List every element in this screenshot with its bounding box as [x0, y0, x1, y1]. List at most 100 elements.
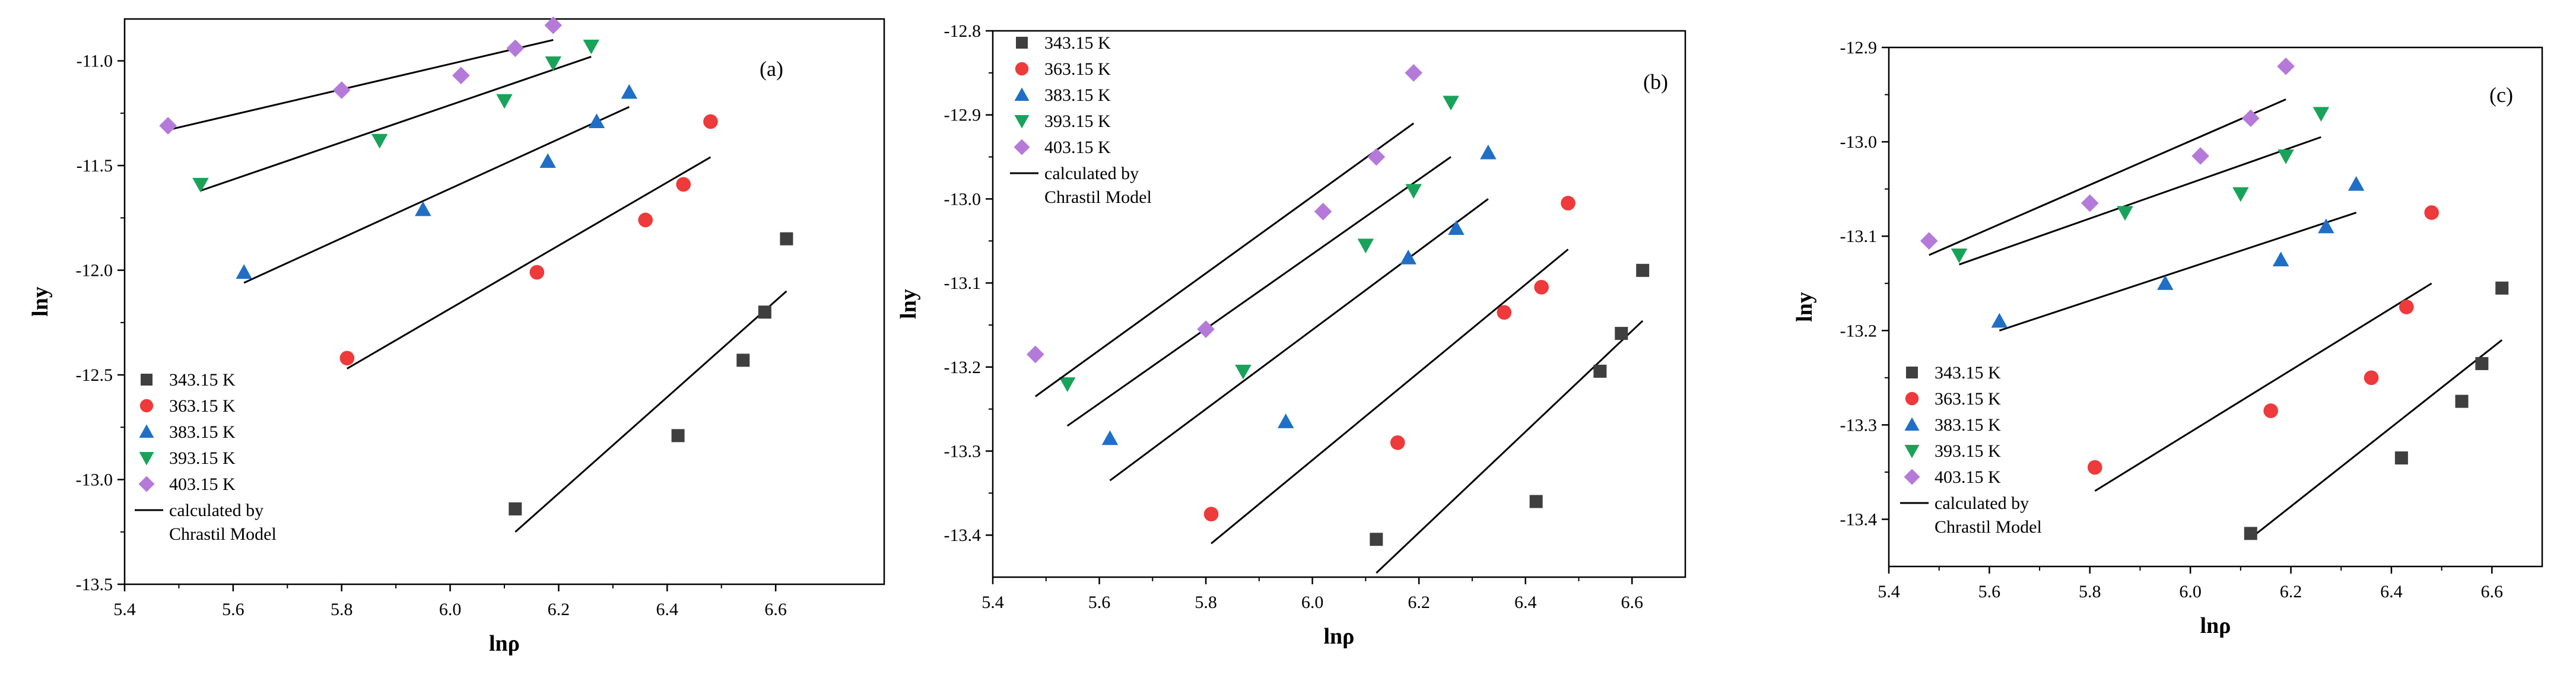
- data-point: [2117, 206, 2133, 221]
- data-point: [1991, 313, 2008, 328]
- y-tick-label: -11.0: [77, 52, 113, 71]
- data-point: [1951, 249, 1968, 263]
- x-tick-label: 6.2: [2280, 582, 2302, 601]
- legend-entry: 393.15 K: [1044, 112, 1111, 131]
- data-point: [2278, 149, 2294, 164]
- legend-marker: [1904, 445, 1920, 459]
- series-363-15-k: [1203, 196, 1576, 545]
- x-tick-label: 6.2: [1408, 593, 1430, 612]
- data-point: [544, 16, 563, 34]
- data-point: [452, 66, 470, 85]
- x-tick-label: 5.4: [1878, 582, 1900, 601]
- y-tick-label: -13.1: [944, 273, 982, 293]
- x-tick-label: 6.0: [2179, 582, 2202, 601]
- series-403-15-k: [159, 16, 563, 135]
- data-point: [736, 354, 750, 367]
- data-point: [2313, 107, 2330, 122]
- x-axis-label: lnρ: [2200, 613, 2231, 638]
- data-point: [332, 81, 351, 99]
- data-point: [1059, 377, 1076, 392]
- series-393-15-k: [192, 39, 600, 193]
- legend-marker: [139, 452, 154, 466]
- data-point: [1405, 63, 1423, 82]
- y-tick-label: -12.5: [76, 365, 113, 385]
- data-point: [2087, 460, 2102, 475]
- data-point: [1480, 144, 1497, 160]
- fit-line: [1999, 211, 2357, 332]
- data-point: [496, 94, 513, 109]
- data-point: [2399, 300, 2414, 314]
- legend-entry: 363.15 K: [169, 396, 236, 416]
- data-point: [1390, 435, 1405, 450]
- series-403-15-k: [1026, 63, 1423, 397]
- data-point: [588, 113, 605, 128]
- legend-entry: 343.15 K: [1935, 363, 2001, 383]
- data-point: [2318, 218, 2334, 234]
- fit-line: [1109, 198, 1489, 482]
- fit-line: [514, 290, 787, 533]
- x-axis-label: lnρ: [1323, 624, 1354, 649]
- fit-line: [2094, 282, 2432, 492]
- fit-line: [1959, 136, 2321, 266]
- plot-frame: [1888, 46, 2543, 568]
- fit-line: [243, 106, 630, 284]
- legend-marker: [1014, 139, 1030, 155]
- data-point: [529, 265, 545, 280]
- series-383-15-k: [1991, 176, 2365, 332]
- data-point: [1197, 320, 1215, 338]
- data-point: [2263, 403, 2278, 418]
- legend: 343.15 K 363.15 K 383.15 K 393.15 K 403.15 K…: [1900, 363, 2042, 537]
- y-tick-label: -13.1: [1840, 227, 1878, 246]
- data-point: [1534, 279, 1549, 295]
- data-point: [703, 114, 718, 129]
- legend: 343.15 K 363.15 K 383.15 K 393.15 K 403.15 K…: [1010, 33, 1152, 207]
- series-343-15-k: [1370, 263, 1650, 574]
- legend-fit-label-line2: Chrastil Model: [169, 524, 277, 544]
- legend-fit-label-line2: Chrastil Model: [1935, 517, 2042, 537]
- x-tick-label: 6.0: [1301, 593, 1324, 612]
- x-tick-label: 5.6: [1088, 593, 1111, 612]
- data-point: [621, 84, 638, 99]
- data-point: [1443, 95, 1459, 111]
- x-tick-label: 5.6: [222, 600, 244, 619]
- x-tick-label: 5.8: [331, 600, 353, 619]
- y-tick-label: -13.3: [944, 441, 982, 461]
- data-point: [2348, 176, 2365, 191]
- fit-line: [2250, 339, 2503, 539]
- series-343-15-k: [2244, 281, 2509, 540]
- data-point: [1615, 327, 1628, 340]
- legend-entry: 363.15 K: [1044, 59, 1111, 79]
- series-393-15-k: [1059, 95, 1459, 427]
- y-axis-label: lny: [28, 286, 53, 317]
- x-axis-label: lnρ: [489, 631, 520, 656]
- data-point: [1561, 196, 1576, 211]
- data-point: [2475, 356, 2489, 370]
- legend-marker: [1904, 469, 1920, 485]
- fit-line: [1034, 122, 1415, 397]
- data-point: [545, 56, 562, 71]
- legend-marker: [141, 374, 153, 386]
- data-point: [371, 133, 388, 149]
- series-363-15-k: [2087, 205, 2439, 492]
- x-tick-label: 5.6: [1978, 582, 2001, 601]
- data-point: [1529, 495, 1543, 508]
- data-point: [1448, 220, 1465, 235]
- legend-entry: 393.15 K: [1935, 441, 2001, 461]
- data-point: [2241, 109, 2260, 128]
- data-point: [539, 153, 556, 168]
- x-tick-label: 5.8: [2079, 582, 2101, 601]
- panel-label: (a): [760, 57, 783, 81]
- legend-marker: [1015, 62, 1029, 76]
- data-point: [780, 232, 793, 246]
- fit-line: [1066, 156, 1451, 427]
- data-point: [1357, 238, 1374, 254]
- data-point: [1636, 263, 1650, 277]
- data-point: [2277, 57, 2295, 75]
- y-tick-label: -12.9: [1840, 38, 1878, 58]
- data-point: [583, 39, 600, 55]
- legend-marker: [139, 399, 154, 413]
- legend-fit-label-line2: Chrastil Model: [1044, 187, 1152, 207]
- data-point: [671, 429, 685, 442]
